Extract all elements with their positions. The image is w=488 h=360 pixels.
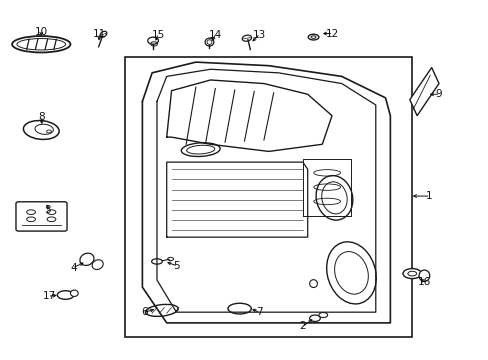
Ellipse shape	[309, 315, 320, 321]
Text: 1: 1	[425, 191, 432, 201]
Ellipse shape	[204, 38, 213, 46]
Text: 7: 7	[255, 307, 262, 317]
Text: 11: 11	[93, 29, 106, 39]
Text: 13: 13	[252, 30, 265, 40]
Ellipse shape	[92, 260, 103, 270]
Text: 17: 17	[42, 291, 56, 301]
Ellipse shape	[307, 34, 318, 40]
Text: 8: 8	[39, 112, 45, 122]
Text: 3: 3	[44, 205, 51, 215]
Text: 5: 5	[173, 261, 180, 271]
Ellipse shape	[227, 303, 251, 314]
Text: 6: 6	[141, 307, 148, 317]
Ellipse shape	[402, 269, 421, 279]
Ellipse shape	[326, 242, 375, 304]
Ellipse shape	[418, 270, 429, 282]
Ellipse shape	[80, 253, 94, 265]
Bar	[125, 57, 411, 337]
Text: 12: 12	[325, 28, 338, 39]
Ellipse shape	[23, 121, 59, 139]
Polygon shape	[409, 67, 438, 116]
Ellipse shape	[57, 291, 74, 299]
Ellipse shape	[181, 143, 220, 157]
Text: 4: 4	[70, 262, 77, 273]
Ellipse shape	[315, 176, 352, 220]
Text: 16: 16	[417, 277, 430, 287]
Ellipse shape	[100, 31, 106, 37]
Ellipse shape	[147, 37, 158, 44]
Ellipse shape	[145, 304, 178, 316]
Text: 14: 14	[208, 30, 222, 40]
FancyBboxPatch shape	[16, 202, 67, 231]
Text: 10: 10	[35, 27, 48, 37]
Ellipse shape	[242, 35, 251, 41]
Text: 2: 2	[299, 321, 305, 332]
Text: 9: 9	[435, 89, 442, 99]
Ellipse shape	[12, 36, 70, 53]
Ellipse shape	[70, 290, 78, 296]
Ellipse shape	[151, 259, 162, 264]
Ellipse shape	[318, 312, 327, 318]
Text: 15: 15	[151, 30, 164, 40]
